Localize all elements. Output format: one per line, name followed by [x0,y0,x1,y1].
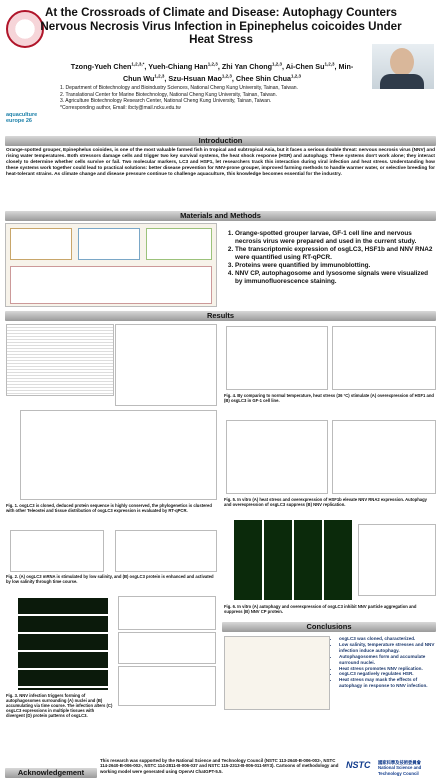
author-name: Yueh-Chiang Han [148,62,208,72]
methods-figure [5,223,217,307]
affiliation: 2. Translational Center for Marine Biote… [60,91,277,98]
acknowledgement-text: This research was supported by the Natio… [100,758,339,774]
figure-3-chart-c [118,632,216,664]
figure-1-tree [20,410,217,500]
figure-caption: Fig. 5. In vitro (A) heat stress and ove… [224,497,427,508]
title: At the Crossroads of Climate and Disease… [40,6,402,46]
author: Yueh-Chiang Han1,2,3, [148,62,222,72]
figure-caption: Fig. 1. osgLC3 is cloned, deduced protei… [6,503,212,514]
figure-4-chart-a [226,326,328,390]
section-heading: Introduction [5,136,436,146]
conclusion-item: Low salinity, temperature stresses and N… [339,642,436,654]
working-model [224,636,330,710]
author-name: Ai-Chen Su [285,62,325,72]
figure-2-chart-a [10,530,104,572]
methods-items: Orange-spotted grouper larvae, GF-1 cell… [224,230,434,286]
method-item: Proteins were quantified by immunoblotti… [235,262,434,270]
nstc-logo: NSTC [346,760,371,770]
university-logo [6,10,44,48]
figure-5-chart-a [226,420,328,494]
author: Chee Shin Chua1,2,3 [236,74,301,83]
figure-3-chart-d [118,666,216,706]
figure-5-chart-b [332,420,436,494]
section-heading: Results [5,311,436,321]
figure-1-tissue-chart [115,324,217,406]
figure-caption: Fig. 2. (A) osgLC3 mRNA is stimulated by… [6,574,214,585]
author-sup: 1,2,3 [324,62,335,67]
figure-3-chart-b [118,596,216,630]
figure-caption: Fig. 4. By comparing to normal temperatu… [224,393,434,404]
affiliation: 1. Department of Biotechnology and Bioin… [60,85,298,91]
author-sup: 1,2,3,* [131,62,145,67]
author-name: Szu-Hsuan Mao [168,74,222,84]
method-item: Orange-spotted grouper larvae, GF-1 cell… [235,230,434,246]
conclusions-list: osgLC3 was cloned, characterized.Low sal… [332,636,436,689]
figure-6-images [234,520,352,600]
author-name: Chee Shin Chua [235,74,292,84]
author: Szu-Hsuan Mao1,2,3, [168,73,236,84]
figure-3-images [18,598,108,690]
conclusion-item: Heat stress promotes NNV replication. [339,666,436,672]
author-sup: 1,2,3 [291,73,302,79]
figure-4-chart-b [332,326,436,390]
author-sup: 1,2,3 [154,73,165,79]
conclusion-item: osgLC3 was cloned, characterized. [339,636,436,642]
section-heading: Materials and Methods [5,211,436,221]
figure-caption: Fig. 3. NNV infection triggers forming o… [6,693,113,719]
author: Tzong-Yueh Chen1,2,3,*, [70,62,149,72]
method-item: The transcriptomic expression of osgLC3,… [235,246,434,262]
figure-6-chart-b [358,524,436,596]
methods-list: Orange-spotted grouper larvae, GF-1 cell… [224,230,434,286]
author-sup: 1,2,3 [221,73,232,79]
author-sup: 1,2,3 [272,62,283,67]
figure-1-sequence [6,324,114,396]
affiliation: 3. Agriculture Biotechnology Research Ce… [60,98,272,105]
conclusion-items: osgLC3 was cloned, characterized.Low sal… [332,636,436,689]
conference-logo: aquaculture europe 26 [6,112,38,124]
author: Min-Chun Wu1,2,3, [122,62,354,84]
author-name: Min-Chun Wu [122,62,354,84]
author-name: Zhi Yan Chong [221,62,272,72]
affiliations: 1. Department of Biotechnology and Bioin… [60,85,370,111]
section-heading: Acknowledgement [5,768,97,778]
section-heading: Conclusions [222,622,436,632]
author-sup: 1,2,3 [207,62,218,67]
author: Ai-Chen Su1,2,3, [285,62,339,72]
conclusion-item: osgLC3 negatively regulates HSR. [339,671,436,677]
conclusion-item: Heat stress may mask the effects of auto… [339,677,436,689]
author-name: Tzong-Yueh Chen [70,62,132,72]
nstc-logo-text: 國家科學及技術委員會 National Science and Technolo… [378,760,422,776]
method-item: NNV CP, autophagosome and lysosome signa… [235,270,434,286]
conclusion-item: Autophagosomes form and accumulate surro… [339,654,436,666]
authors: Tzong-Yueh Chen1,2,3,*, Yueh-Chiang Han1… [62,60,362,84]
figure-caption: Fig. 6. In vitro (A) autophagy and overe… [224,604,417,615]
figure-2-chart-b [115,530,217,572]
affiliation: *Corresponding author, Email: ibcty@mail… [60,104,181,111]
author-photo [372,44,434,89]
author: Zhi Yan Chong1,2,3, [221,62,286,72]
intro-text: Orange-spotted grouper, Epinephelus coio… [6,148,435,178]
header: At the Crossroads of Climate and Disease… [0,0,441,130]
